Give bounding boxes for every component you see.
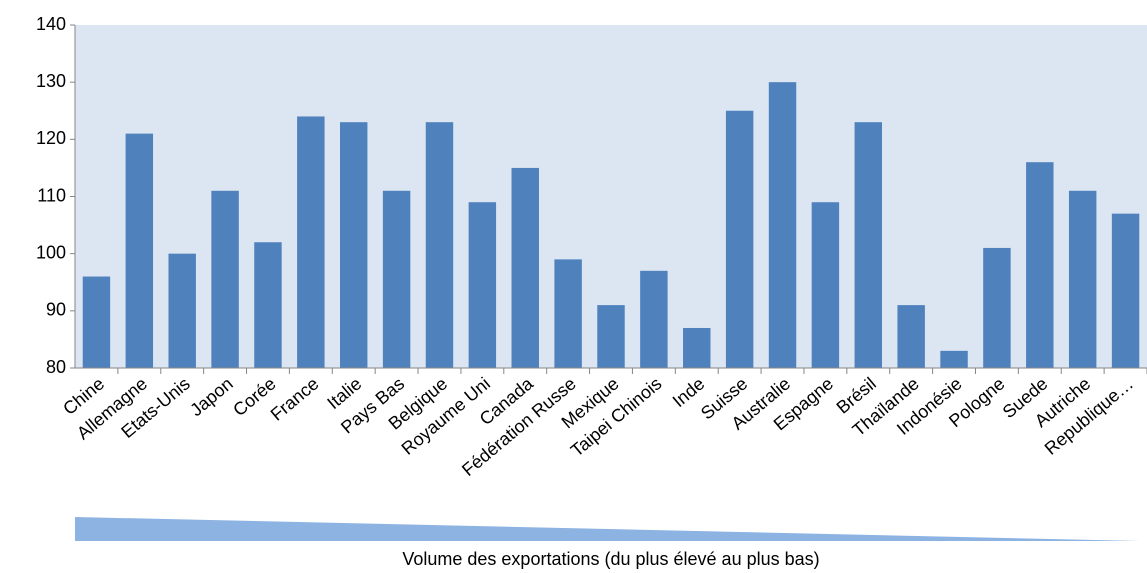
y-tick-label: 140 (36, 14, 66, 34)
y-tick-label: 110 (37, 185, 66, 205)
bar (339, 122, 368, 368)
bar (554, 259, 582, 368)
bar (125, 133, 154, 368)
bar (940, 350, 968, 368)
bar (1026, 162, 1054, 368)
bar (511, 167, 539, 368)
bar (82, 276, 111, 368)
bar (597, 305, 625, 368)
x-axis-label: Volume des exportations (du plus élevé a… (402, 549, 819, 569)
y-tick-label: 80 (46, 357, 66, 377)
bar (382, 190, 411, 368)
bar (425, 122, 454, 368)
bar (854, 122, 883, 368)
bar (811, 202, 840, 368)
bar (640, 270, 668, 368)
y-tick-label: 100 (36, 242, 66, 262)
y-tick-label: 90 (46, 300, 66, 320)
volume-wedge (75, 517, 1140, 541)
bar (897, 305, 925, 368)
bar (725, 110, 754, 368)
bar (468, 202, 497, 368)
bar (983, 247, 1011, 368)
bar (297, 116, 325, 368)
y-tick-label: 130 (36, 71, 66, 91)
bar (1111, 213, 1140, 368)
bar (683, 327, 711, 368)
y-tick-label: 120 (36, 128, 66, 148)
x-tick-label: France (267, 373, 323, 424)
bar (168, 253, 196, 368)
bar (211, 190, 239, 368)
x-tick-label: Japon (186, 373, 236, 420)
bar (254, 242, 282, 368)
bar (1068, 190, 1097, 368)
bar (768, 82, 797, 369)
